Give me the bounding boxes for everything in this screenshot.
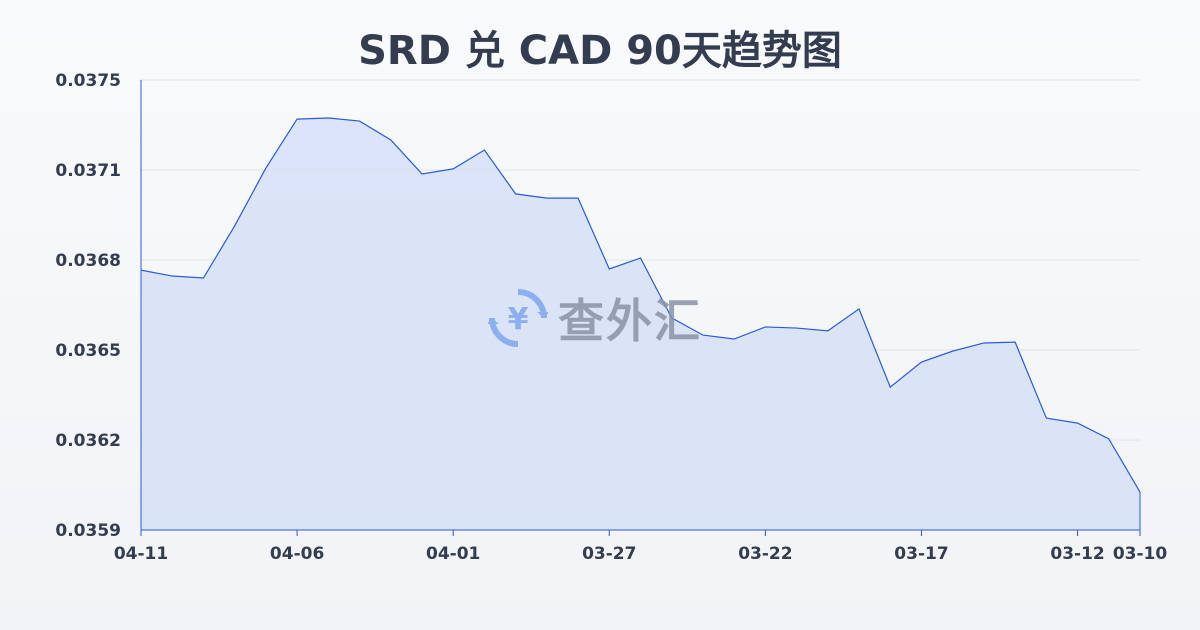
x-tick-label: 04-06 bbox=[270, 544, 324, 564]
x-tick-label: 03-22 bbox=[738, 544, 792, 564]
yuan-exchange-icon: ¥ bbox=[488, 289, 548, 347]
y-tick-label: 0.0375 bbox=[55, 71, 121, 91]
x-tick-label: 03-17 bbox=[894, 544, 948, 564]
watermark: ¥ 查外汇 bbox=[488, 285, 702, 351]
x-tick-label: 04-11 bbox=[114, 544, 168, 564]
y-tick-label: 0.0368 bbox=[55, 251, 121, 271]
svg-text:¥: ¥ bbox=[508, 302, 529, 337]
x-tick-label: 03-10 bbox=[1113, 544, 1168, 564]
area-fill bbox=[141, 117, 1140, 530]
y-tick-label: 0.0362 bbox=[55, 431, 121, 451]
x-tick-label: 04-01 bbox=[426, 544, 480, 564]
x-tick-label: 03-27 bbox=[582, 544, 636, 564]
y-tick-label: 0.0365 bbox=[55, 341, 121, 361]
series-line bbox=[140, 117, 1141, 493]
y-tick-label: 0.0359 bbox=[55, 521, 121, 541]
y-tick-label: 0.0371 bbox=[55, 161, 121, 181]
x-tick-label: 03-12 bbox=[1050, 544, 1104, 564]
chart-title: SRD 兑 CAD 90天趋势图 bbox=[358, 28, 842, 74]
watermark-text: 查外汇 bbox=[558, 294, 702, 348]
